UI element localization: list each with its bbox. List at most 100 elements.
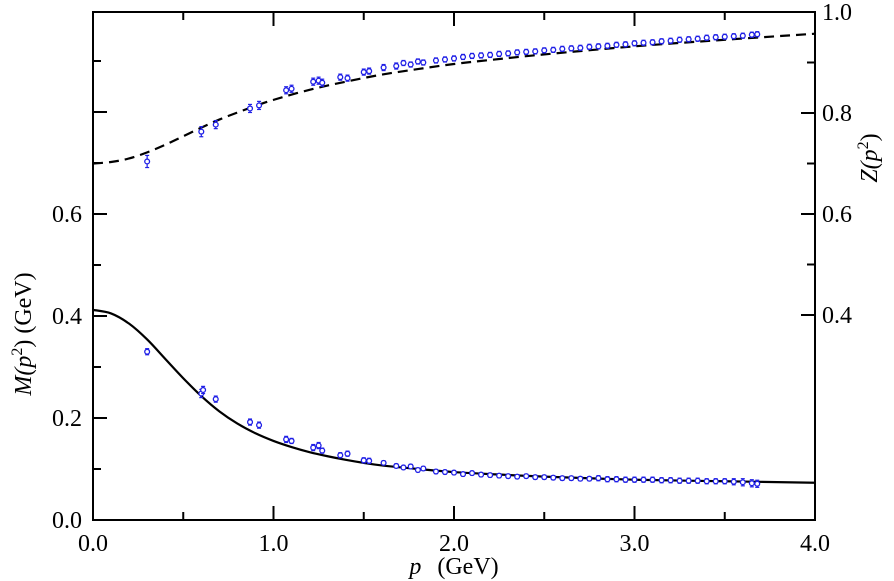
y-left-axis-sup: 2 xyxy=(9,348,26,356)
x-tick-label: 2.0 xyxy=(439,531,469,557)
mass-data-point xyxy=(748,479,755,488)
mass-data-point xyxy=(595,475,602,482)
z-data-point xyxy=(568,45,575,52)
mass-data-point-marker xyxy=(200,386,207,394)
z-data-point-marker xyxy=(478,52,485,59)
mass-data-point xyxy=(487,472,494,479)
z-data-point-marker xyxy=(550,46,557,53)
z-data-point xyxy=(496,50,503,58)
z-data-point xyxy=(595,43,602,50)
mass-data-point-marker xyxy=(393,462,400,469)
y-right-axis-sup: 2 xyxy=(855,141,872,149)
mass-data-point-marker xyxy=(631,476,638,483)
z-data-point xyxy=(344,74,351,82)
y-right-tick-label: 0.4 xyxy=(822,303,852,329)
mass-data-point xyxy=(523,473,530,480)
mass-data-point xyxy=(577,475,584,482)
y-left-tick-label: 0.6 xyxy=(52,202,82,228)
mass-data-point xyxy=(256,421,263,429)
mass-data-point-marker xyxy=(487,472,494,479)
mass-data-point-marker xyxy=(532,474,539,481)
z-data-point-marker xyxy=(595,43,602,50)
mass-data-point-marker xyxy=(649,476,656,483)
z-data-point-marker xyxy=(310,78,317,85)
plot-frame xyxy=(92,11,816,521)
z-data-point-marker xyxy=(712,34,719,41)
mass-data-point xyxy=(541,474,548,481)
mass-data-point xyxy=(613,476,620,483)
z-data-point xyxy=(478,52,485,59)
z-data-point-marker xyxy=(366,68,373,75)
mass-data-point-marker xyxy=(212,396,219,403)
mass-data-point-marker xyxy=(283,436,290,443)
x-axis-unit: (GeV) xyxy=(437,554,498,580)
z-data-point xyxy=(667,37,674,44)
mass-data-point xyxy=(400,464,407,471)
z-data-point-marker xyxy=(640,39,647,46)
z-data-point xyxy=(360,68,367,76)
z-data-point xyxy=(703,34,710,41)
z-data-point-marker xyxy=(622,41,629,48)
mass-data-point-marker xyxy=(667,477,674,484)
z-data-point xyxy=(283,86,290,95)
mass-data-point-marker xyxy=(256,422,263,429)
mass-data-point-marker xyxy=(337,452,344,459)
mass-data-point xyxy=(604,476,611,483)
mass-data-point-marker xyxy=(420,465,427,472)
mass-data-point xyxy=(380,459,387,466)
y-right-tick-label: 0.6 xyxy=(822,202,852,228)
mass-data-point-marker xyxy=(366,457,373,464)
mass-data-point xyxy=(360,457,367,464)
z-data-point-marker xyxy=(676,36,683,43)
z-data-point-marker xyxy=(730,33,737,40)
z-data-point-marker xyxy=(246,105,254,112)
mass-data-point xyxy=(407,463,414,470)
z-data-point xyxy=(432,57,440,64)
z-data-point-marker xyxy=(450,55,458,62)
z-data-point-marker xyxy=(559,45,566,52)
mass-data-point xyxy=(586,475,593,482)
mass-data-point xyxy=(550,474,557,481)
z-data-point xyxy=(577,44,584,51)
z-data-point xyxy=(450,55,458,62)
z-data-point-marker xyxy=(532,48,539,55)
axis-ticks xyxy=(92,11,816,521)
z-data-point xyxy=(739,32,746,39)
mass-data-point xyxy=(344,450,351,457)
mass-data-point xyxy=(532,474,539,481)
mass-data-point xyxy=(468,470,476,477)
mass-data-point-marker xyxy=(246,419,254,426)
z-data-point xyxy=(712,34,719,41)
z-data-point xyxy=(337,73,344,81)
z-data-point-marker xyxy=(212,121,219,128)
x-axis-var: p xyxy=(407,554,421,580)
z-data-point xyxy=(400,59,407,67)
mass-data-point-marker xyxy=(407,463,414,470)
mass-data-point xyxy=(631,476,638,483)
z-data-point xyxy=(721,33,728,40)
mass-data-point xyxy=(754,479,761,488)
mass-data-point-marker xyxy=(595,475,602,482)
z-data-point xyxy=(658,38,665,45)
z-data-point-marker xyxy=(337,74,344,81)
z-data-point-marker xyxy=(360,69,367,76)
z-data-point xyxy=(246,103,254,114)
z-data-point-marker xyxy=(514,49,521,56)
y-left-axis-post: ) (GeV) xyxy=(11,272,37,347)
mass-data-point xyxy=(514,473,521,480)
mass-data-point-marker xyxy=(622,476,629,483)
z-data-point xyxy=(505,50,512,57)
z-data-point xyxy=(441,56,449,63)
mass-data-point-marker xyxy=(315,442,322,449)
mass-data-point xyxy=(649,476,656,483)
mass-data-point-marker xyxy=(496,472,503,479)
x-tick-label: 1.0 xyxy=(259,531,289,557)
z-data-point-marker xyxy=(667,37,674,44)
mass-data-point xyxy=(496,472,503,479)
y-left-tick-label: 0.4 xyxy=(52,304,82,330)
mass-data-point-marker xyxy=(721,478,728,485)
z-data-point-marker xyxy=(459,53,467,60)
z-data-point xyxy=(631,40,638,47)
mass-data-point xyxy=(568,475,575,482)
mass-data-point xyxy=(441,469,449,476)
